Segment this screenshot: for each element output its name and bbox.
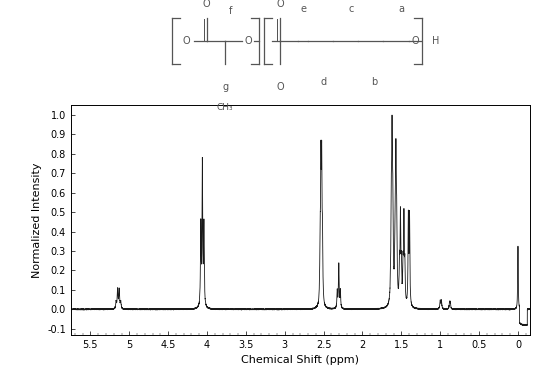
Text: O: O: [276, 82, 284, 92]
Text: f: f: [229, 6, 232, 16]
Text: O: O: [276, 0, 284, 9]
Text: e: e: [300, 4, 306, 14]
Text: O: O: [412, 36, 419, 46]
Y-axis label: Normalized Intensity: Normalized Intensity: [32, 162, 42, 278]
Text: d: d: [321, 77, 327, 87]
Text: g: g: [222, 82, 228, 92]
Text: c: c: [348, 4, 354, 14]
Text: O: O: [244, 36, 252, 46]
Text: O: O: [203, 0, 211, 9]
X-axis label: Chemical Shift (ppm): Chemical Shift (ppm): [241, 355, 359, 365]
Text: b: b: [371, 77, 377, 87]
Text: a: a: [399, 4, 405, 14]
Text: CH₃: CH₃: [217, 103, 233, 112]
Text: O: O: [183, 36, 191, 46]
Text: H: H: [432, 36, 440, 46]
